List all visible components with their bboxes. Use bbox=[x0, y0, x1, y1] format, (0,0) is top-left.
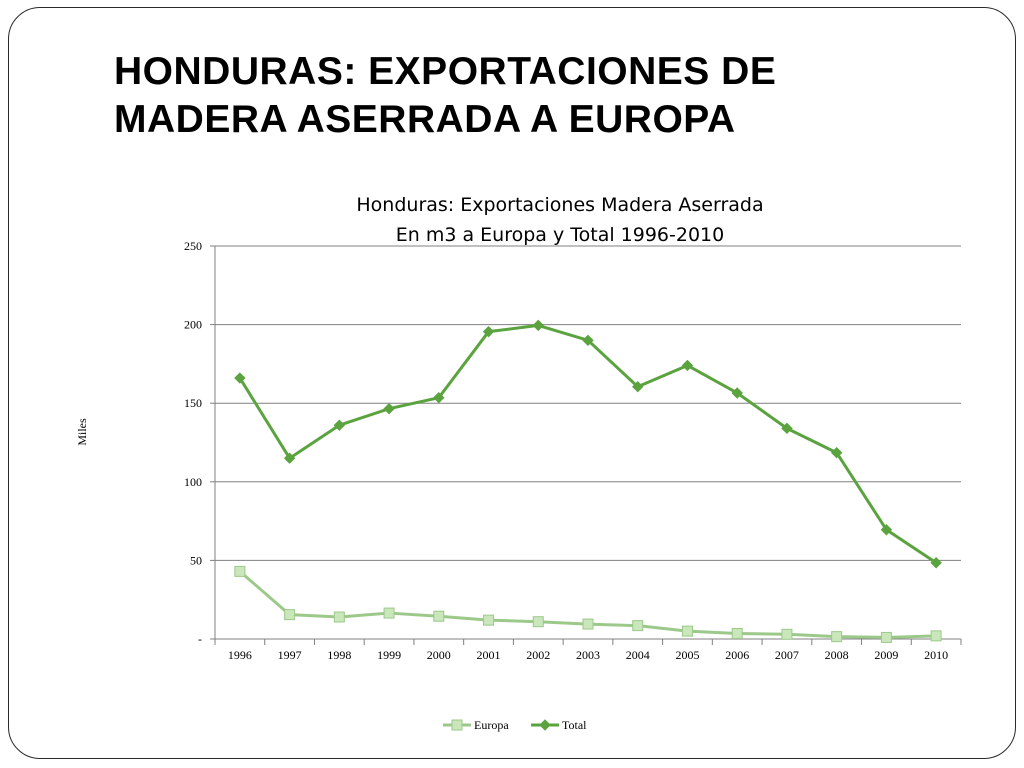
slide-title-line-2: MADERA ASERRADA A EUROPA bbox=[114, 98, 736, 141]
axes bbox=[210, 245, 962, 645]
x-tick-label: 2004 bbox=[626, 648, 650, 662]
data-point-europa bbox=[433, 610, 445, 622]
data-point-total bbox=[731, 387, 743, 399]
data-point-europa bbox=[333, 611, 345, 623]
series bbox=[234, 319, 942, 643]
x-tick-label: 2006 bbox=[725, 648, 749, 662]
chart-subtitle: En m3 a Europa y Total 1996-2010 bbox=[396, 224, 724, 246]
data-point-total bbox=[830, 447, 843, 459]
legend-label-europa: Europa bbox=[474, 718, 509, 732]
y-tick-label: 150 bbox=[184, 396, 202, 410]
data-point-europa bbox=[681, 625, 693, 637]
series-line-total bbox=[238, 323, 937, 565]
data-point-europa bbox=[383, 607, 395, 619]
x-tick-label: 2005 bbox=[675, 648, 699, 662]
y-tick-label: 250 bbox=[184, 239, 202, 253]
x-tick-label: 2007 bbox=[775, 648, 799, 662]
legend-marker-europa bbox=[451, 719, 463, 731]
legend: Europa Total bbox=[443, 718, 587, 732]
chart-title: Honduras: Exportaciones Madera Aserrada bbox=[356, 194, 763, 216]
data-point-total bbox=[333, 419, 346, 431]
data-point-europa bbox=[234, 565, 246, 577]
data-point-total bbox=[880, 524, 893, 536]
data-point-total bbox=[781, 422, 793, 435]
data-point-europa bbox=[731, 627, 743, 639]
x-tick-label: 1998 bbox=[327, 648, 351, 662]
data-point-europa bbox=[930, 630, 942, 642]
y-tick-labels: - 50 100 150 200 250 bbox=[184, 239, 202, 646]
data-point-total bbox=[283, 452, 296, 464]
slide-frame bbox=[8, 7, 1016, 759]
data-point-europa bbox=[284, 609, 296, 621]
data-point-europa bbox=[532, 616, 544, 628]
slide-title: HONDURAS: EXPORTACIONES DE MADERA ASERRA… bbox=[114, 48, 974, 144]
grid-lines bbox=[215, 245, 961, 561]
data-point-europa bbox=[880, 631, 892, 643]
data-point-total bbox=[632, 380, 644, 393]
x-tick-label: 2003 bbox=[576, 648, 600, 662]
data-point-total bbox=[482, 325, 495, 338]
y-tick-label: 100 bbox=[184, 475, 202, 489]
x-tick-label: 2001 bbox=[477, 648, 501, 662]
data-point-total bbox=[383, 402, 395, 415]
legend-label-total: Total bbox=[562, 718, 587, 732]
y-axis-label: Miles bbox=[75, 418, 89, 446]
data-point-total bbox=[234, 372, 246, 384]
x-tick-label: 2010 bbox=[924, 648, 948, 662]
data-point-total bbox=[433, 391, 445, 404]
x-tick-label: 2009 bbox=[874, 648, 898, 662]
y-tick-label: 200 bbox=[184, 318, 202, 332]
slide-title-line-1: HONDURAS: EXPORTACIONES DE bbox=[114, 50, 777, 93]
data-point-total bbox=[532, 319, 544, 332]
legend-marker-total bbox=[539, 719, 551, 731]
x-tick-label: 1997 bbox=[278, 648, 302, 662]
x-tick-label: 1996 bbox=[228, 648, 252, 662]
data-point-europa bbox=[582, 618, 594, 630]
x-tick-labels: 1996 1997 1998 1999 2000 2001 2002 2003 2004 2005… bbox=[228, 648, 948, 662]
data-point-total bbox=[582, 334, 594, 347]
y-tick-label: 50 bbox=[190, 553, 202, 567]
data-point-europa bbox=[632, 620, 644, 632]
x-tick-label: 2002 bbox=[526, 648, 550, 662]
data-point-europa bbox=[831, 631, 843, 643]
x-tick-label: 1999 bbox=[377, 648, 401, 662]
data-point-total bbox=[930, 557, 942, 569]
data-point-europa bbox=[483, 614, 495, 626]
data-point-europa bbox=[781, 628, 793, 640]
x-tick-label: 2008 bbox=[825, 648, 849, 662]
y-tick-label: - bbox=[198, 632, 202, 646]
x-tick-label: 2000 bbox=[427, 648, 451, 662]
data-point-total bbox=[681, 359, 694, 372]
